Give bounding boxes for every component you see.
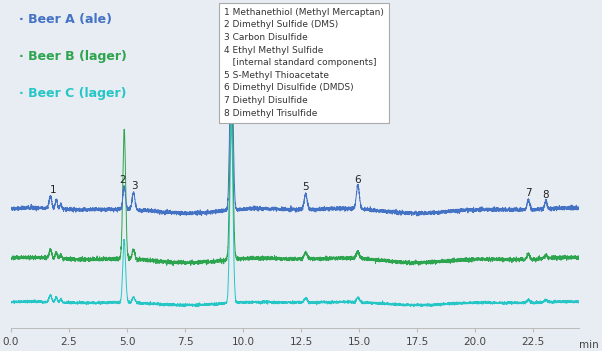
Text: 7: 7 <box>525 188 532 198</box>
Text: 6: 6 <box>355 174 361 185</box>
Text: · Beer B (lager): · Beer B (lager) <box>19 50 128 63</box>
Text: 1 Methanethiol (Methyl Mercaptan)
2 Dimethyl Sulfide (DMS)
3 Carbon Disulfide
4 : 1 Methanethiol (Methyl Mercaptan) 2 Dime… <box>224 8 384 118</box>
Text: 2: 2 <box>120 174 126 185</box>
Text: 3: 3 <box>131 181 138 191</box>
Text: 5: 5 <box>302 182 309 192</box>
Text: 4: 4 <box>228 17 235 27</box>
Text: · Beer C (lager): · Beer C (lager) <box>19 87 127 100</box>
Text: · Beer A (ale): · Beer A (ale) <box>19 13 113 26</box>
Text: 1: 1 <box>50 185 57 196</box>
Text: 8: 8 <box>542 190 549 200</box>
Text: min: min <box>580 340 599 350</box>
